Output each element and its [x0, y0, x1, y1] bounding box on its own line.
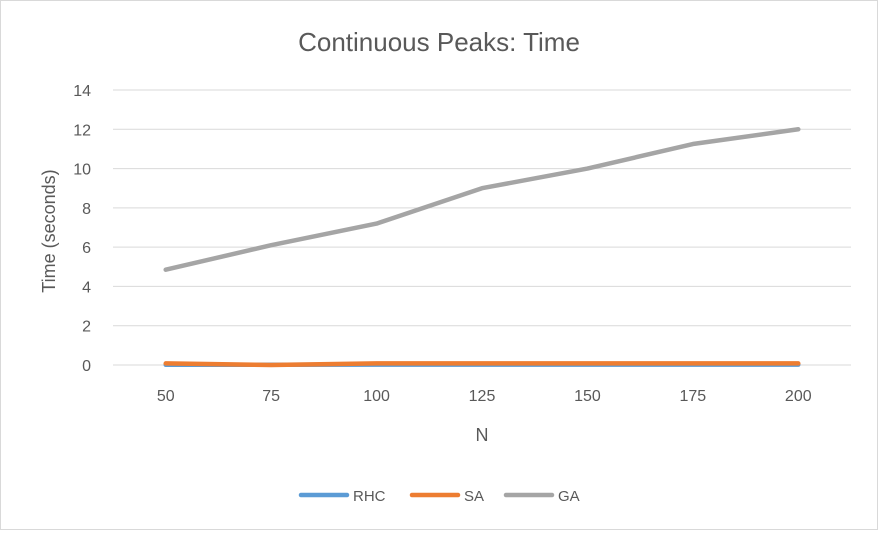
- x-tick-label: 200: [785, 388, 812, 405]
- y-tick-label: 2: [82, 319, 91, 336]
- y-axis-ticks: 0 2 4 6 8 10 12 14: [73, 83, 91, 375]
- x-axis-title: N: [476, 425, 489, 445]
- series-line-ga: [166, 129, 799, 269]
- legend-label-rhc: RHC: [353, 488, 386, 505]
- x-tick-label: 50: [157, 388, 175, 405]
- x-tick-label: 125: [469, 388, 496, 405]
- x-tick-label: 175: [680, 388, 707, 405]
- y-tick-label: 14: [73, 83, 91, 100]
- legend-label-sa: SA: [464, 488, 484, 505]
- y-tick-label: 0: [82, 358, 91, 375]
- x-axis-ticks: 50 75 100 125 150 175 200: [157, 388, 812, 405]
- y-tick-label: 6: [82, 240, 91, 257]
- y-tick-label: 10: [73, 162, 91, 179]
- y-tick-label: 4: [82, 279, 91, 296]
- y-axis-title: Time (seconds): [39, 169, 59, 292]
- y-tick-label: 12: [73, 122, 91, 139]
- x-tick-label: 150: [574, 388, 601, 405]
- series-line-sa: [166, 363, 799, 365]
- y-tick-label: 8: [82, 201, 91, 218]
- gridlines: [113, 90, 851, 365]
- chart-title: Continuous Peaks: Time: [298, 27, 580, 57]
- x-tick-label: 75: [262, 388, 280, 405]
- legend: RHC SA GA: [301, 488, 580, 505]
- legend-label-ga: GA: [558, 488, 580, 505]
- x-tick-label: 100: [363, 388, 390, 405]
